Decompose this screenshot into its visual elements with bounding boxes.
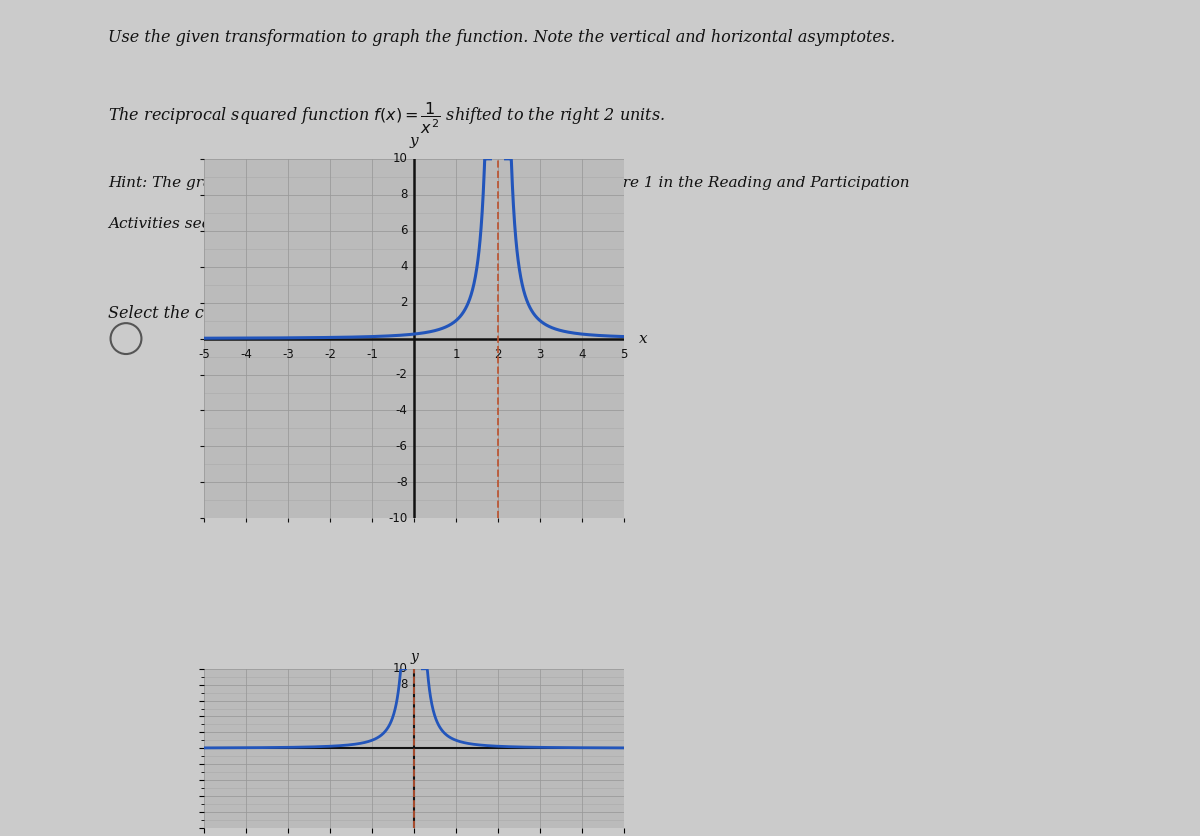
Text: -4: -4 bbox=[396, 404, 408, 417]
Text: y: y bbox=[409, 134, 419, 148]
Text: x: x bbox=[638, 332, 647, 345]
Text: 5: 5 bbox=[620, 348, 628, 360]
Text: Hint: The graph of the reciprocal square function is shown in Figure 1 in the Re: Hint: The graph of the reciprocal square… bbox=[108, 176, 910, 190]
Text: -2: -2 bbox=[324, 348, 336, 360]
Text: Activities section on Rational Functions.: Activities section on Rational Functions… bbox=[108, 217, 420, 232]
Text: -4: -4 bbox=[240, 348, 252, 360]
Text: -6: -6 bbox=[396, 440, 408, 453]
Text: 3: 3 bbox=[536, 348, 544, 360]
Text: Use the given transformation to graph the function. Note the vertical and horizo: Use the given transformation to graph th… bbox=[108, 29, 895, 46]
Text: 10: 10 bbox=[392, 152, 408, 166]
Text: 4: 4 bbox=[401, 260, 408, 273]
Text: -8: -8 bbox=[396, 476, 408, 489]
Text: -10: -10 bbox=[389, 512, 408, 525]
Text: The reciprocal squared function $f(x) = \dfrac{1}{x^2}$ shifted to the right 2 u: The reciprocal squared function $f(x) = … bbox=[108, 100, 665, 136]
Text: -1: -1 bbox=[366, 348, 378, 360]
Text: 2: 2 bbox=[401, 296, 408, 309]
Text: Select the correct graph of the function.: Select the correct graph of the function… bbox=[108, 305, 436, 322]
Text: 10: 10 bbox=[392, 662, 408, 675]
Text: -5: -5 bbox=[198, 348, 210, 360]
Text: 4: 4 bbox=[578, 348, 586, 360]
Text: 8: 8 bbox=[401, 678, 408, 691]
Text: 1: 1 bbox=[452, 348, 460, 360]
Text: y: y bbox=[410, 650, 418, 664]
Text: 6: 6 bbox=[401, 224, 408, 237]
Text: -3: -3 bbox=[282, 348, 294, 360]
Text: 8: 8 bbox=[401, 188, 408, 201]
Text: -2: -2 bbox=[396, 368, 408, 381]
Text: 2: 2 bbox=[494, 348, 502, 360]
